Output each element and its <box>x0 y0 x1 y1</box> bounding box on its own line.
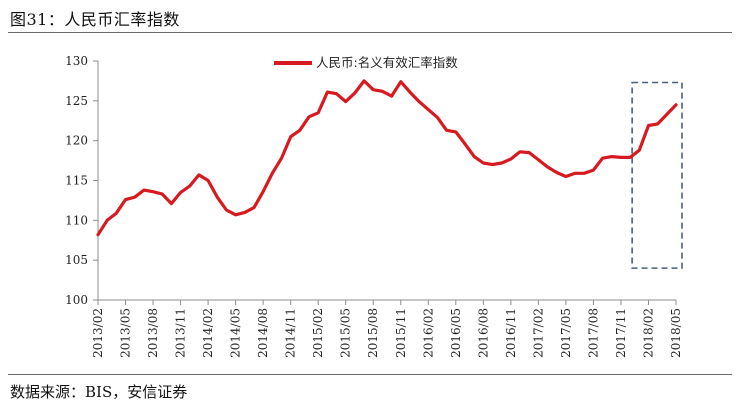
figure-title: 图31：人民币汇率指数 <box>10 10 180 29</box>
annotations <box>631 81 683 269</box>
chart-axes <box>97 61 676 301</box>
x-tick-label: 2013/02 <box>91 308 105 358</box>
y-tick-label: 125 <box>65 94 88 108</box>
x-axis-ticks: 2013/02 2013/05 2013/08 2013/11 2014/02 2014/… <box>91 300 683 358</box>
y-tick-label: 105 <box>65 253 88 267</box>
y-tick-label: 110 <box>65 213 88 227</box>
x-tick-label: 2015/08 <box>366 308 380 358</box>
x-tick-label: 2017/05 <box>559 308 573 358</box>
legend: 人民币:名义有效汇率指数 <box>274 55 458 70</box>
y-tick-label: 100 <box>65 293 88 307</box>
x-tick-label: 2014/02 <box>201 308 215 358</box>
x-tick-label: 2017/11 <box>614 308 628 358</box>
x-tick-label: 2013/05 <box>119 308 133 358</box>
x-tick-label: 2016/05 <box>449 308 463 358</box>
y-axis-ticks: 100 105 110 115 120 125 130 <box>65 54 98 307</box>
x-tick-label: 2013/08 <box>146 308 160 358</box>
x-tick-label: 2016/02 <box>421 308 435 358</box>
series-lines <box>96 79 678 237</box>
top-rule <box>8 32 732 33</box>
highlight-dashed-box <box>631 81 683 269</box>
y-tick-label: 120 <box>65 134 88 148</box>
legend-label: 人民币:名义有效汇率指数 <box>316 55 458 70</box>
y-tick-label: 115 <box>65 174 88 188</box>
series-line <box>96 79 678 237</box>
x-tick-label: 2014/05 <box>229 308 243 358</box>
x-tick-label: 2015/11 <box>394 308 408 358</box>
x-tick-label: 2016/08 <box>476 308 490 358</box>
x-tick-label: 2018/05 <box>669 308 683 358</box>
source-note: 数据来源：BIS，安信证券 <box>10 383 188 401</box>
bottom-rule <box>8 374 732 375</box>
y-tick-label: 130 <box>65 54 88 68</box>
x-tick-label: 2017/08 <box>586 308 600 358</box>
x-tick-label: 2013/11 <box>174 308 188 358</box>
x-tick-label: 2015/02 <box>311 308 325 358</box>
x-tick-label: 2016/11 <box>504 308 518 358</box>
x-tick-label: 2014/08 <box>256 308 270 358</box>
x-tick-label: 2018/02 <box>641 308 655 358</box>
x-tick-label: 2017/02 <box>531 308 545 358</box>
x-tick-label: 2014/11 <box>284 308 298 358</box>
x-tick-label: 2015/05 <box>339 308 353 358</box>
